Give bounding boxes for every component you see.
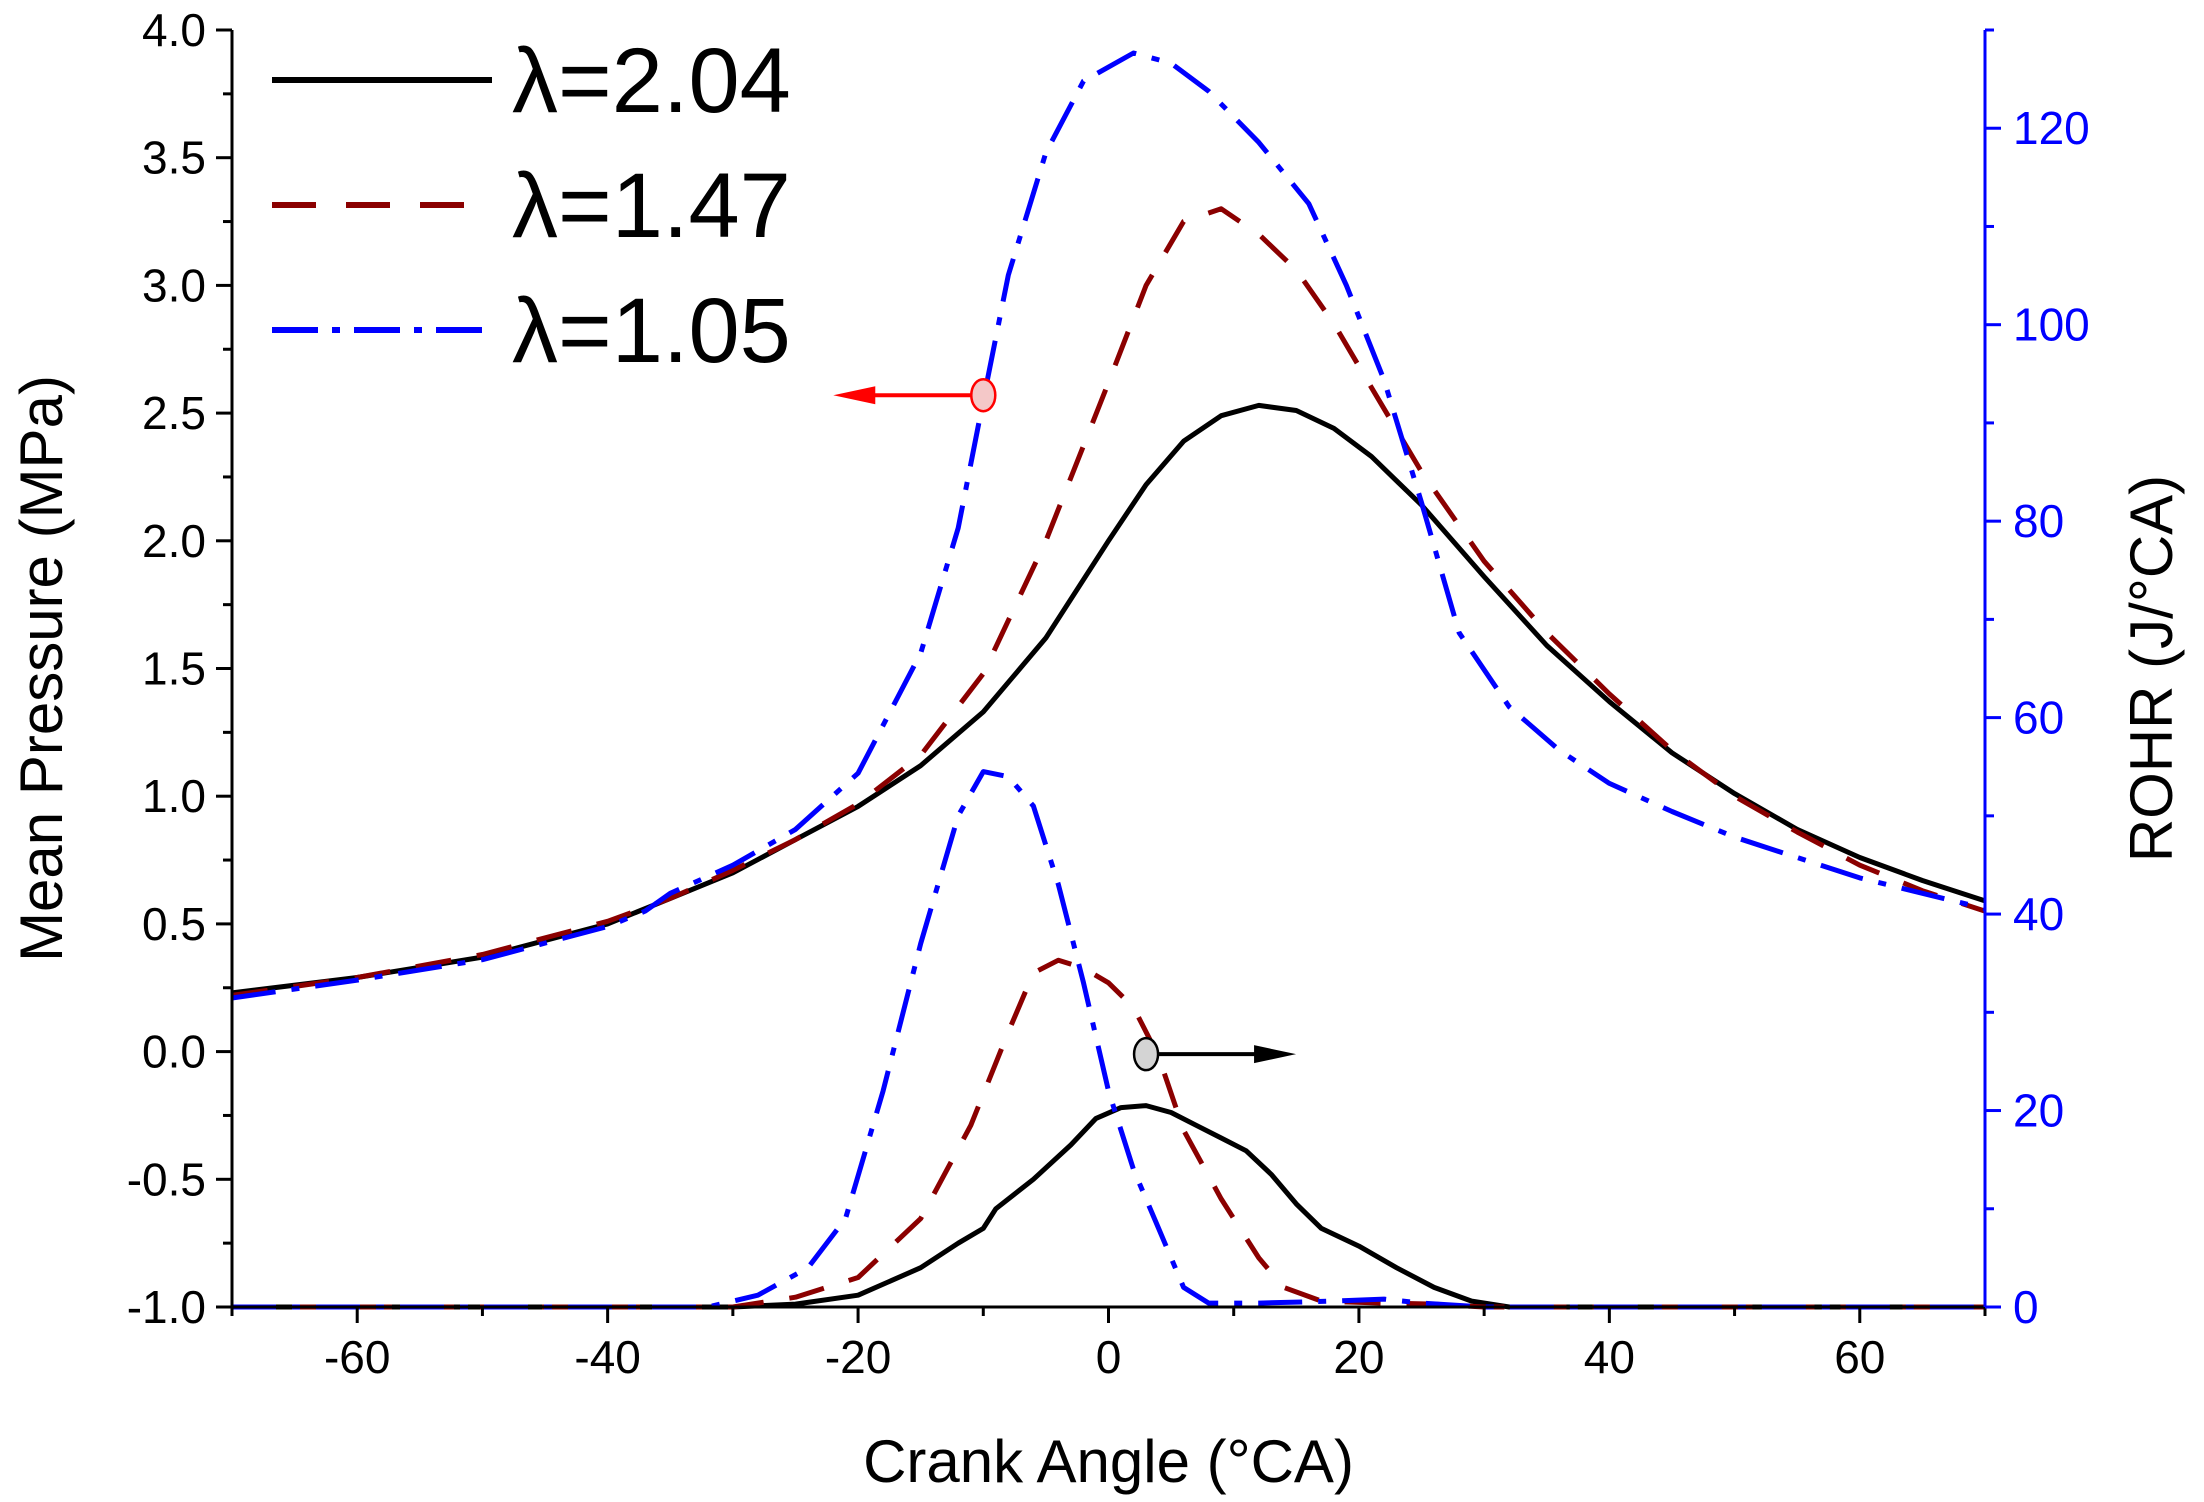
left-tick-label: 1.0: [142, 770, 206, 822]
x-axis-title: Crank Angle (°CA): [863, 1428, 1354, 1495]
left-tick-label: 2.5: [142, 387, 206, 439]
left-tick-label: 1.5: [142, 643, 206, 695]
right-tick-label: 100: [2013, 299, 2090, 351]
arrow-marker: [1132, 1036, 1160, 1072]
legend: λ=2.04 λ=1.47 λ=1.05: [272, 30, 791, 382]
right-axis-title: ROHR (J/°CA): [2118, 475, 2185, 862]
x-tick-label: 60: [1834, 1331, 1885, 1383]
arrow-marker: [970, 377, 997, 413]
series-line-dash-rohr-4: [232, 957, 1985, 1310]
x-tick-label: 40: [1584, 1331, 1635, 1383]
x-tick-label: 20: [1333, 1331, 1384, 1383]
legend-entry-solid: λ=2.04: [272, 30, 791, 132]
series-line-dashdot-rohr-5: [232, 769, 1985, 1310]
legend-entry-dash: λ=1.47: [272, 155, 791, 257]
axes-layer: -60 -40 -20 0 20 40 60 -1.0 -0.5 0.0 0.5 1.0 1.5 2.0 2…: [8, 4, 2185, 1495]
left-tick-label: 0.5: [142, 898, 206, 950]
annotation-layer: [833, 377, 1297, 1072]
left-tick-label: 4.0: [142, 4, 206, 56]
right-tick-label: 20: [2013, 1085, 2064, 1137]
right-tick-label: 80: [2013, 495, 2064, 547]
series-line-dash-pressure-1: [231, 206, 1986, 998]
left-axis-title: Mean Pressure (MPa): [8, 375, 75, 962]
axis-arrow-left: [833, 377, 997, 413]
legend-label: λ=2.04: [512, 30, 791, 132]
legend-label: λ=1.05: [512, 280, 791, 382]
series-line-dashdot-pressure-2: [231, 50, 1986, 1001]
arrow-head: [1254, 1045, 1297, 1064]
legend-label: λ=1.47: [512, 155, 791, 257]
left-tick-label: 3.0: [142, 259, 206, 311]
left-tick-label: 2.0: [142, 515, 206, 567]
left-tick-label: -0.5: [127, 1153, 206, 1205]
left-tick-label: -1.0: [127, 1281, 206, 1333]
series-line-solid-pressure-0: [231, 402, 1986, 996]
arrow-head: [833, 386, 876, 405]
x-tick-label: -20: [825, 1331, 891, 1383]
right-tick-label: 60: [2013, 692, 2064, 744]
axis-arrow-right: [1132, 1036, 1297, 1072]
right-tick-label: 120: [2013, 102, 2090, 154]
x-tick-label: 0: [1096, 1331, 1122, 1383]
right-tick-label: 0: [2013, 1281, 2039, 1333]
left-tick-label: 3.5: [142, 132, 206, 184]
left-tick-label: 0.0: [142, 1026, 206, 1078]
legend-entry-dashdot: λ=1.05: [272, 280, 791, 382]
series-layer: [231, 50, 1986, 1310]
x-tick-label: -40: [574, 1331, 640, 1383]
right-tick-label: 40: [2013, 888, 2064, 940]
x-tick-label: -60: [324, 1331, 390, 1383]
series-line-solid-rohr-3: [232, 1103, 1985, 1310]
